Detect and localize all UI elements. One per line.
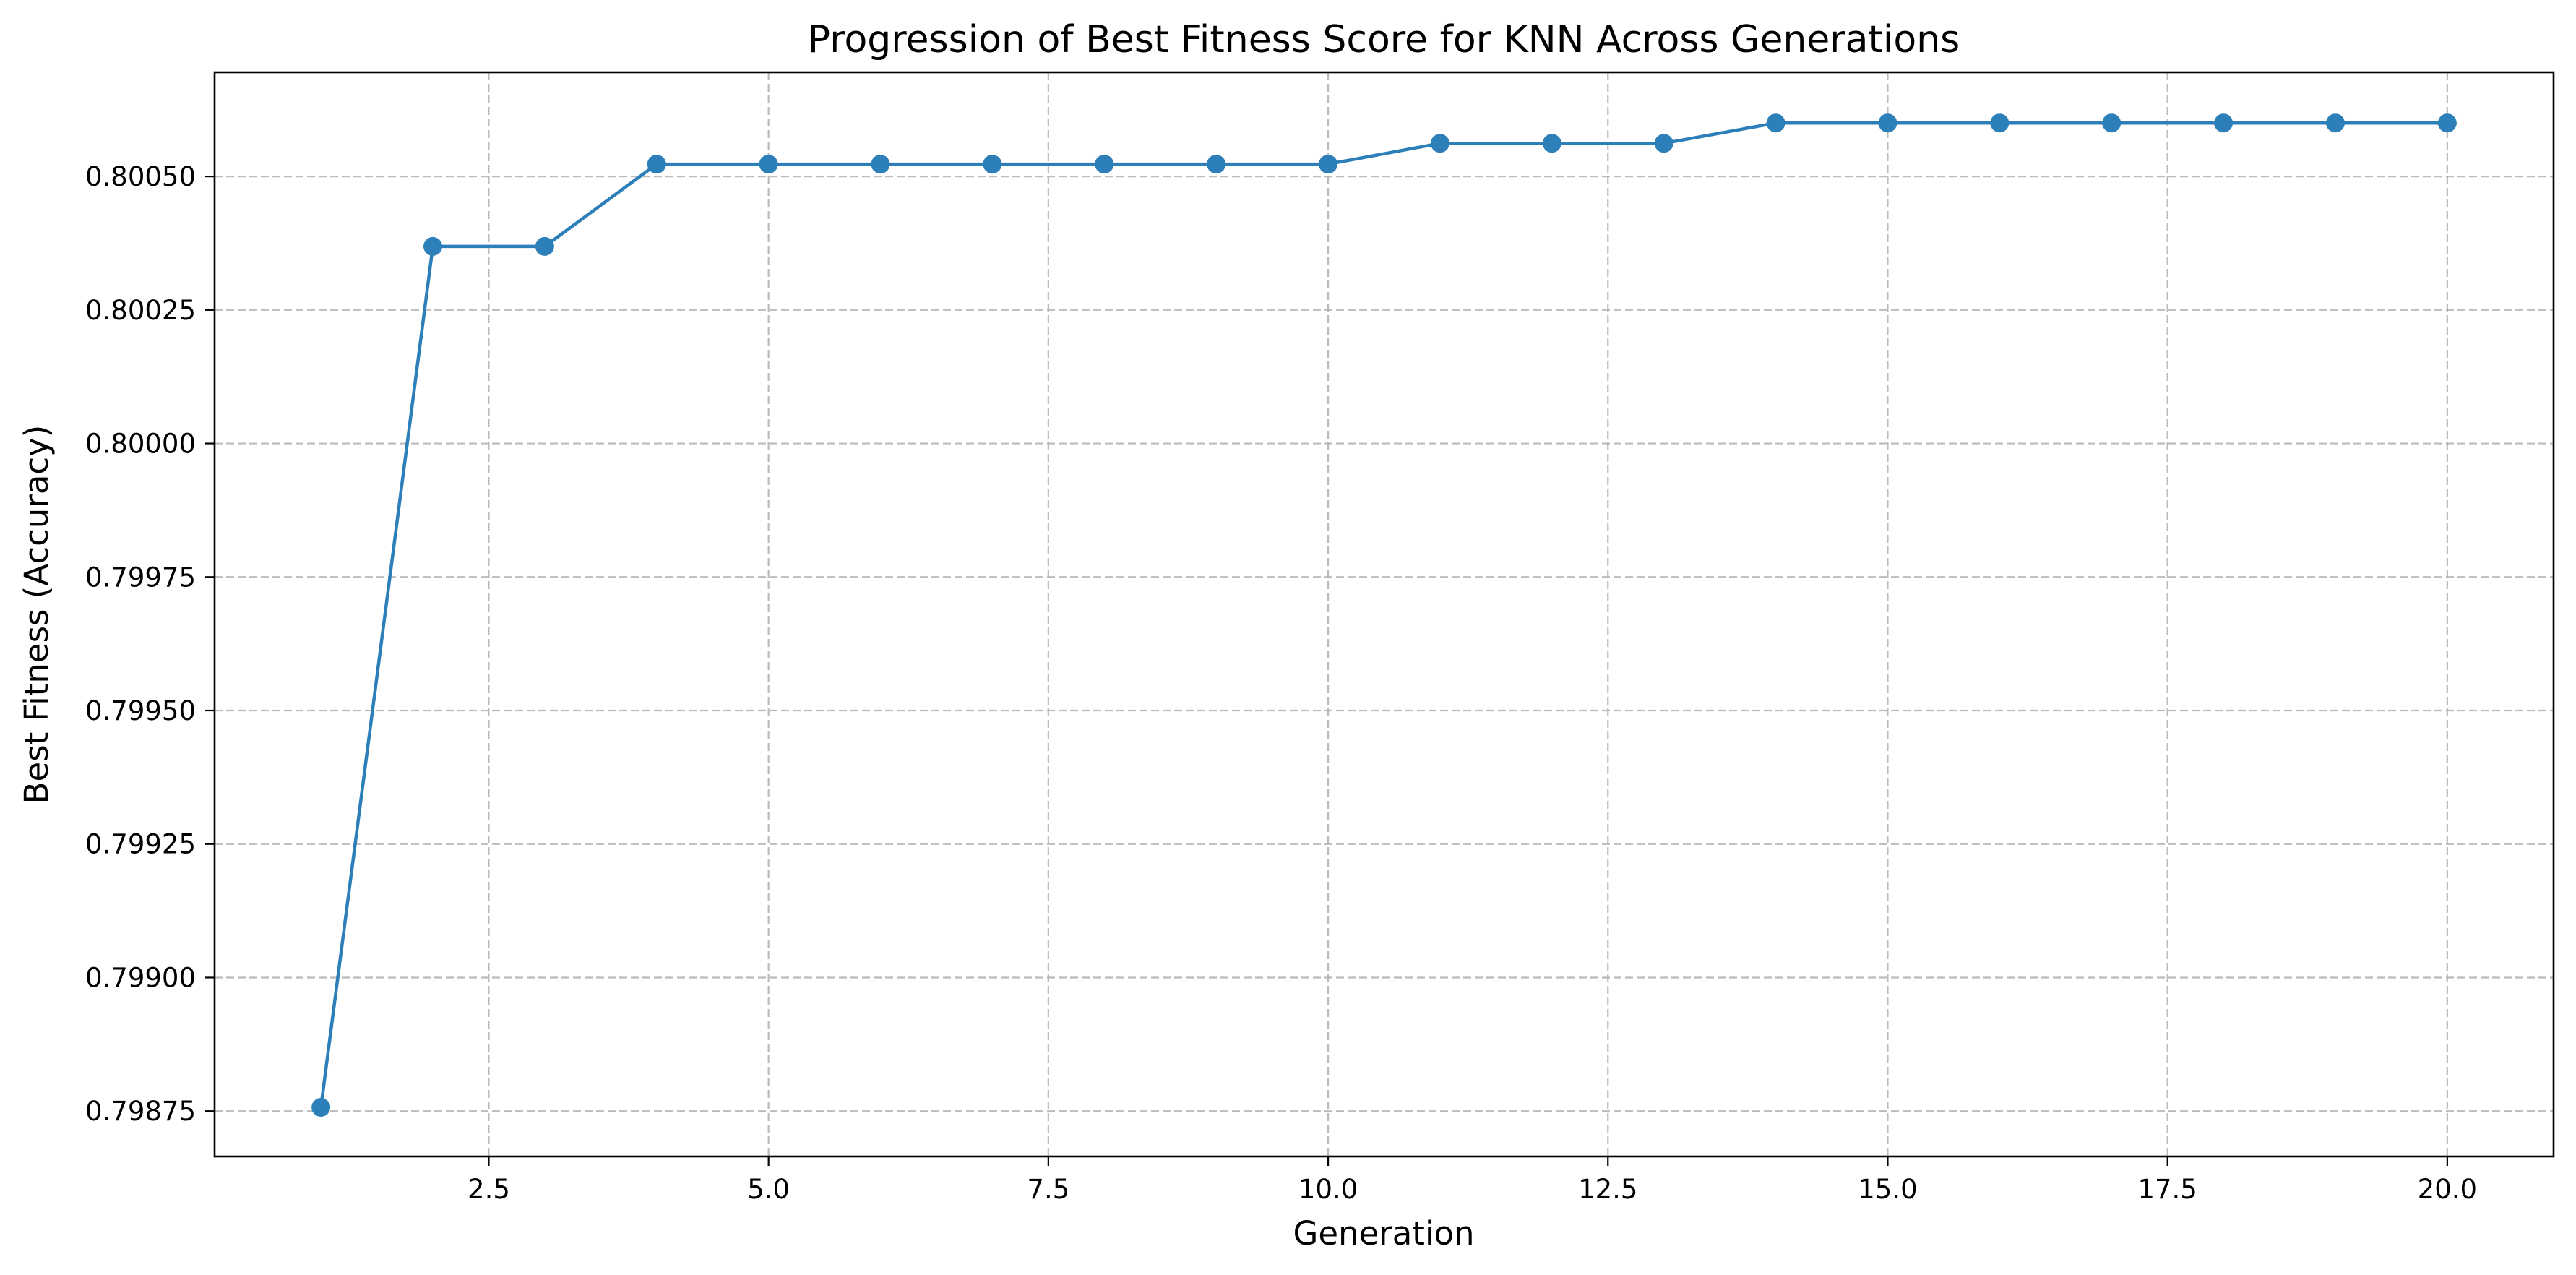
series-line-0 [319, 121, 2447, 1108]
y-tick-label-4: 0.79975 [85, 562, 196, 593]
y-axis-label: Best Fitness (Accuracy) [17, 425, 56, 804]
x-tick-label-2: 7.5 [1027, 1174, 1069, 1205]
y-tick-label-7: 0.80050 [85, 161, 196, 192]
y-tick-label-3: 0.79950 [85, 695, 196, 726]
axis-ticks: 2.5 5.0 7.5 10.0 12.5 15.0 17.5 20.0 0.79875 0.79… [85, 161, 2477, 1205]
data-point-18 [2214, 113, 2233, 133]
x-tick-label-7: 20.0 [2418, 1174, 2477, 1205]
data-point-14 [1766, 113, 1785, 133]
data-points [311, 113, 2457, 1117]
x-tick-label-1: 5.0 [747, 1174, 790, 1205]
data-point-16 [1990, 113, 2009, 133]
x-tick-label-4: 12.5 [1578, 1174, 1637, 1205]
data-point-17 [2102, 113, 2121, 133]
data-point-4 [647, 155, 666, 174]
y-tick-label-6: 0.80025 [85, 295, 196, 326]
x-axis-label: Generation [1293, 1214, 1474, 1253]
x-tick-label-5: 15.0 [1858, 1174, 1917, 1205]
x-tick-label-0: 2.5 [468, 1174, 510, 1205]
y-tick-label-5: 0.80000 [85, 429, 196, 460]
plot-area-frame [213, 71, 2555, 1158]
series-line [319, 121, 2447, 1108]
data-point-15 [1878, 113, 1897, 133]
data-point-19 [2325, 113, 2345, 133]
y-tick-label-1: 0.79900 [85, 962, 196, 993]
y-tick-label-0: 0.79875 [85, 1096, 196, 1127]
data-point-8 [1095, 155, 1114, 174]
data-point-10 [1319, 155, 1338, 174]
data-point-5 [759, 155, 778, 174]
x-tick-label-3: 10.0 [1298, 1174, 1358, 1205]
chart-title: Progression of Best Fitness Score for KN… [808, 18, 1960, 61]
data-point-11 [1430, 134, 1449, 153]
data-point-20 [2437, 113, 2457, 133]
y-tick-label-2: 0.79925 [85, 829, 196, 860]
data-point-9 [1207, 155, 1226, 174]
data-point-12 [1542, 134, 1561, 153]
data-point-2 [423, 236, 443, 256]
data-point-3 [535, 236, 554, 256]
data-point-7 [983, 155, 1002, 174]
data-point-13 [1654, 134, 1673, 153]
data-point-6 [871, 155, 890, 174]
data-point-1 [311, 1098, 331, 1117]
x-tick-label-6: 17.5 [2137, 1174, 2197, 1205]
grid-lines [215, 72, 2554, 1156]
